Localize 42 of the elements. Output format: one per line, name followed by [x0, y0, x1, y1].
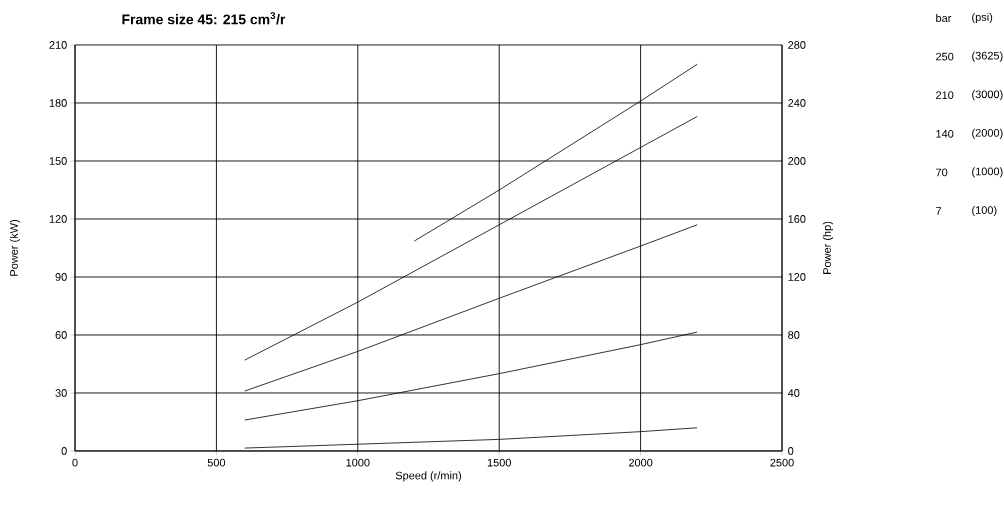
text: (1000) [972, 167, 1003, 178]
x-tick-label: 2500 [770, 458, 794, 467]
y-tick-label: 210 [49, 41, 67, 49]
line-series [244, 224, 698, 392]
text: (100) [972, 205, 997, 217]
x-tick-label: 1000 [346, 458, 370, 467]
text: 140 [936, 129, 954, 138]
y-tick-label: 120 [49, 215, 67, 223]
y-tick-label: 0 [61, 447, 67, 455]
text: 250 [936, 52, 954, 61]
y2-tick-label: 240 [788, 99, 806, 107]
y2-axis-title: Power (hp) [822, 221, 834, 274]
line-series [244, 331, 698, 421]
text: 70 [936, 168, 948, 177]
text: (2000) [972, 128, 1003, 139]
y-tick-label: 60 [55, 331, 67, 339]
x-tick-label: 500 [207, 458, 226, 467]
y-tick-label: 30 [55, 389, 67, 397]
y2-tick-label: 80 [788, 331, 800, 339]
text: (3000) [972, 90, 1003, 101]
y-tick-label: 90 [55, 273, 67, 281]
y2-tick-label: 280 [788, 41, 806, 49]
y2-tick-label: 120 [788, 273, 806, 281]
x-tick-label: 2000 [628, 458, 653, 467]
text: (3625) [972, 51, 1003, 62]
chart-title: Frame size 45: 215 cm$^{3}$/r [122, 12, 286, 25]
y-axis-title: Power (kW) [9, 220, 21, 276]
y2-tick-label: 200 [788, 157, 806, 165]
text: (psi) [972, 12, 993, 24]
y-tick-label: 150 [49, 157, 67, 165]
y-tick-label: 180 [49, 99, 67, 107]
text: bar [936, 13, 952, 23]
x-tick-label: 1500 [487, 458, 511, 467]
y2-tick-label: 0 [788, 447, 794, 455]
x-tick-label: 0 [72, 458, 78, 467]
x-axis-title: Speed (r/min) [395, 471, 461, 482]
text: 7 [936, 207, 942, 215]
line-series [244, 116, 698, 361]
line-series [413, 63, 698, 242]
y2-tick-label: 160 [788, 215, 806, 223]
y2-tick-label: 40 [787, 389, 800, 397]
text: 210 [936, 91, 954, 100]
